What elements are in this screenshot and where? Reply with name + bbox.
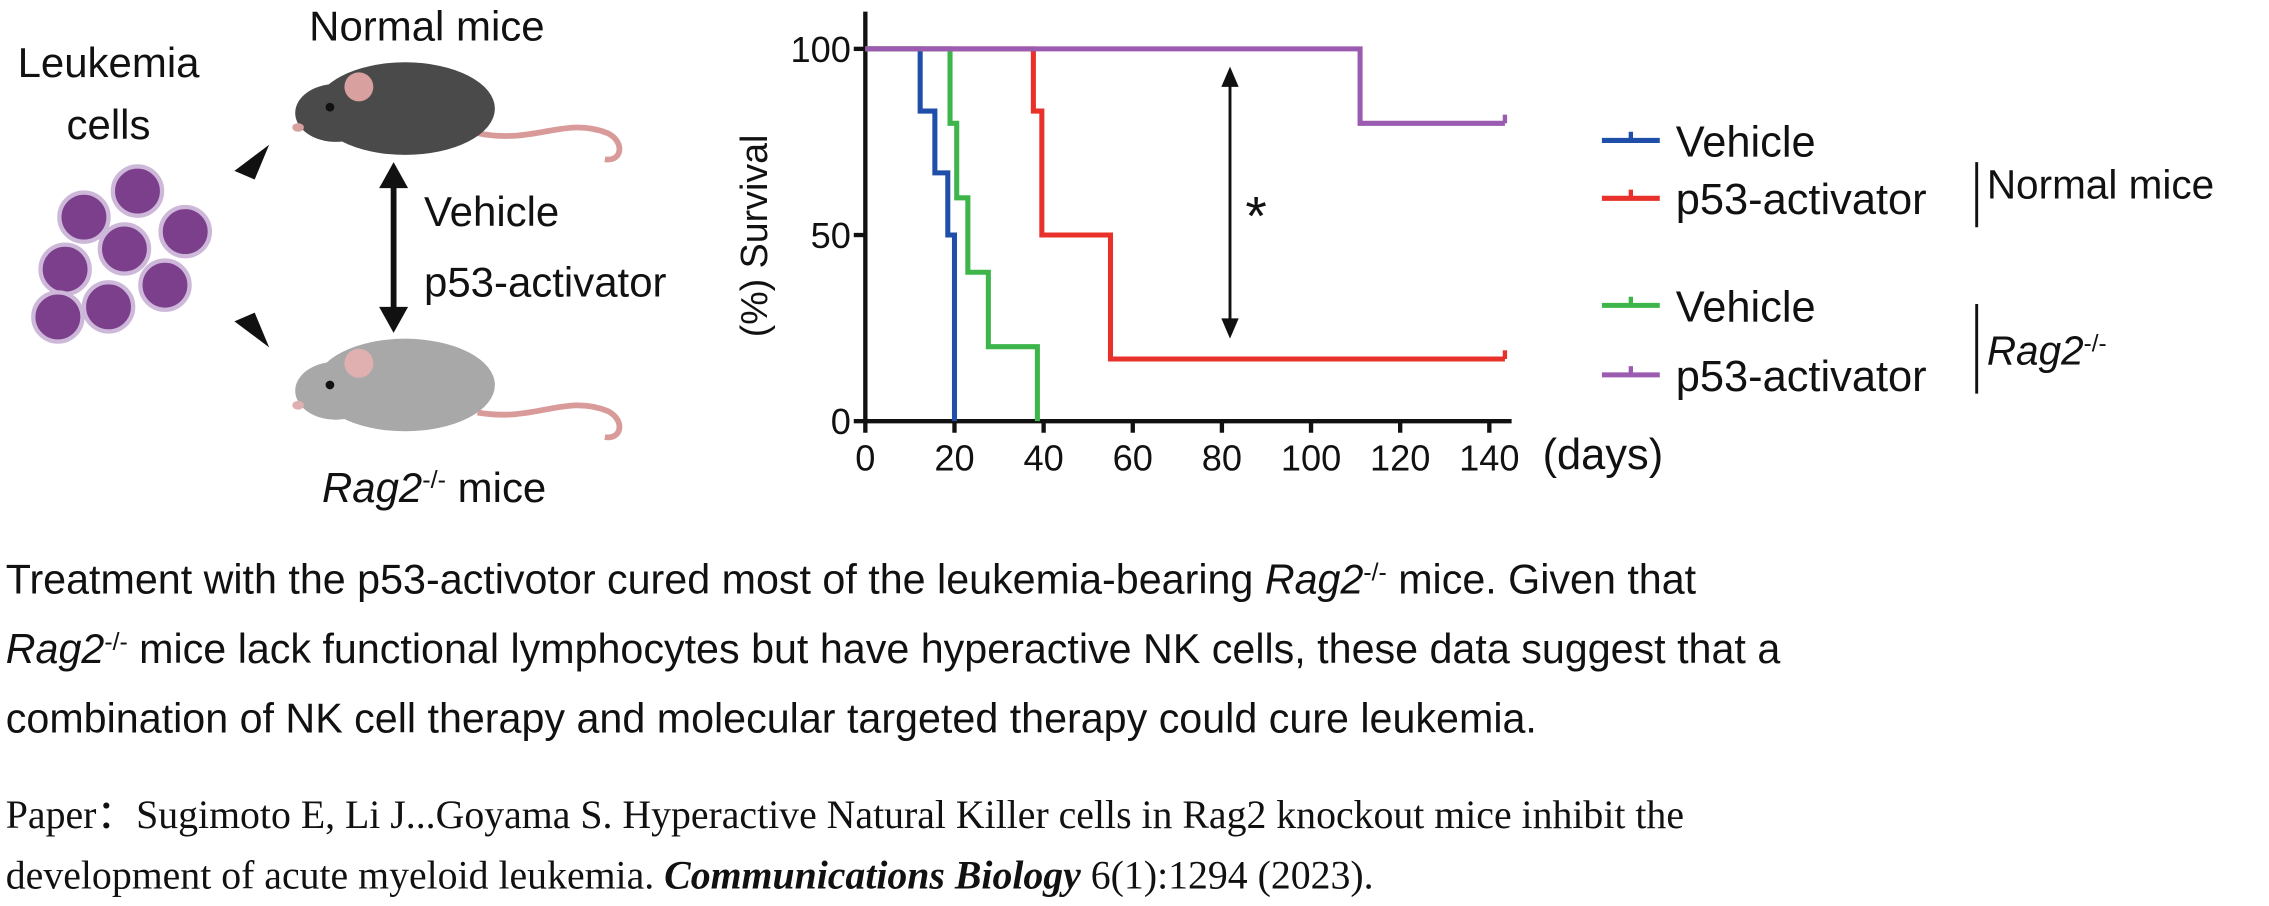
legend-label: Vehicle [1676, 118, 1816, 166]
x-tick-label: 60 [1113, 437, 1153, 478]
x-tick-label: 100 [1281, 437, 1341, 478]
text-segment: Treatment with the p53-activotor cured m… [6, 556, 1265, 602]
y-axis-label: (%) Survival [733, 135, 775, 338]
normal-mouse [292, 62, 623, 163]
text-segment: 6(1):1294 (2023). [1081, 854, 1374, 898]
legend-label: Vehicle [1676, 283, 1816, 331]
text-segment: Rag2 [1265, 556, 1364, 602]
caption-line: combination of NK cell therapy and molec… [6, 695, 1537, 741]
text-segment: -/- [1363, 559, 1386, 586]
text-segment: mice lack functional lymphocytes but hav… [128, 626, 1781, 672]
text-segment: -/- [422, 466, 446, 494]
survival-curve [865, 46, 1505, 126]
x-tick-label: 0 [855, 437, 875, 478]
legend-label: p53-activator [1676, 353, 1927, 401]
cells-label: Leukemia [18, 39, 201, 86]
comparison-arrow [1221, 66, 1239, 339]
x-tick-label: 120 [1370, 437, 1430, 478]
text-segment: Normal mice [1987, 161, 2214, 207]
arrowhead [234, 312, 270, 348]
arrowhead [234, 144, 270, 180]
x-tick-label: 40 [1024, 437, 1064, 478]
survival-curve [865, 46, 958, 422]
reference-line: development of acute myeloid leukemia. C… [6, 854, 1374, 898]
text-segment: development of acute myeloid leukemia. [6, 854, 664, 898]
x-tick-label: 20 [934, 437, 974, 478]
text-segment: mice. Given that [1387, 556, 1697, 602]
treatment-label: p53-activator [424, 259, 667, 306]
text-segment: mice [446, 464, 546, 511]
treatment-arrow [379, 162, 409, 333]
y-tick-label: 100 [791, 29, 851, 70]
y-tick-label: 50 [811, 215, 851, 256]
text-segment: -/- [2084, 330, 2107, 357]
text-segment: Paper：Sugimoto E, Li J...Goyama S. Hyper… [6, 793, 1684, 837]
treatment-label: Vehicle [424, 188, 559, 235]
mouse-label: Normal mice [309, 3, 544, 50]
text-segment: Rag2 [1987, 328, 2084, 374]
survival-curve [865, 46, 1040, 422]
cells-label: cells [67, 101, 151, 148]
x-tick-label: 140 [1459, 437, 1519, 478]
legend-group-label: Rag2-/- [1987, 328, 2107, 374]
mouse-label: Rag2-/- mice [322, 464, 546, 511]
text-segment: Communications Biology [664, 854, 1081, 898]
legend-label: p53-activator [1676, 176, 1927, 224]
rag2-mouse [292, 338, 623, 441]
text-segment: Rag2 [6, 626, 105, 672]
x-tick-label: 80 [1202, 437, 1242, 478]
text-segment: Rag2 [322, 464, 422, 511]
legend-group-label: Normal mice [1987, 161, 2214, 207]
y-tick-label: 0 [831, 401, 851, 442]
text-segment: combination of NK cell therapy and molec… [6, 695, 1537, 741]
significance-annotation: * [1245, 184, 1266, 246]
caption-line: Treatment with the p53-activotor cured m… [6, 556, 1697, 602]
x-axis-label: (days) [1543, 431, 1664, 479]
survival-curve [865, 46, 1505, 362]
caption-line: Rag2-/- mice lack functional lymphocytes… [6, 626, 1781, 672]
leukemia-cells [31, 164, 212, 344]
reference-line: Paper：Sugimoto E, Li J...Goyama S. Hyper… [6, 793, 1684, 837]
text-segment: -/- [104, 628, 127, 655]
